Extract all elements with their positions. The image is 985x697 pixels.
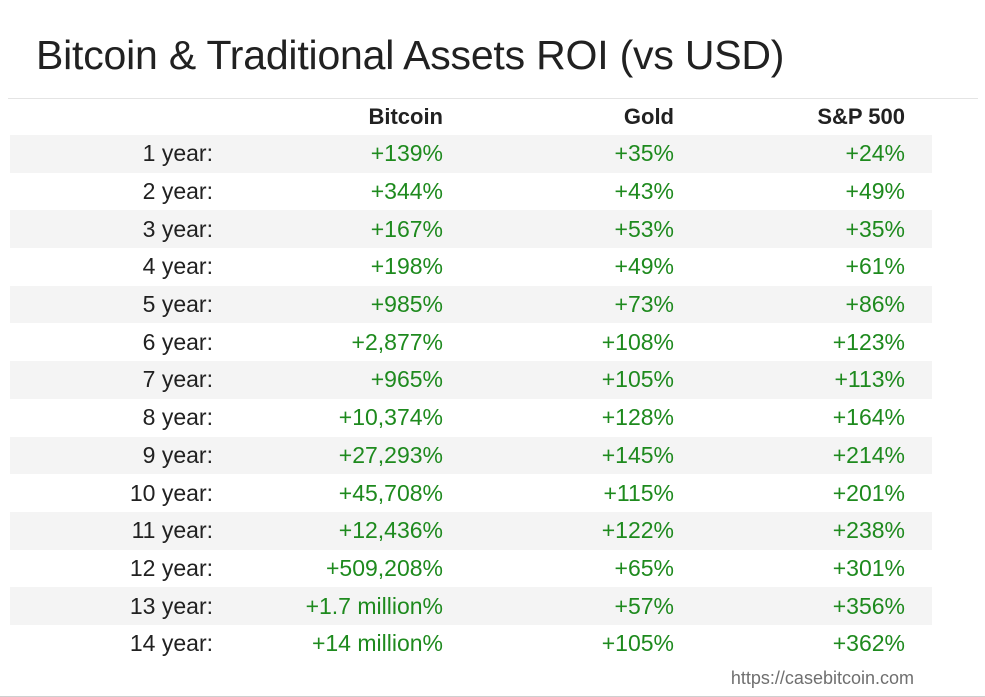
bitcoin-roi-value: +27,293% — [338, 441, 443, 468]
row-label: 8 year: — [142, 404, 213, 431]
bitcoin-roi-value: +14 million% — [311, 630, 443, 657]
bitcoin-roi-value: +965% — [370, 366, 443, 393]
bitcoin-roi-value: +45,708% — [338, 479, 443, 506]
bitcoin-roi-value: +2,877% — [351, 328, 443, 355]
row-label: 4 year: — [142, 253, 213, 280]
bitcoin-roi-value: +12,436% — [338, 517, 443, 544]
table-row: 8 year: +10,374% +128% +164% — [10, 399, 932, 437]
bitcoin-roi-value: +10,374% — [338, 404, 443, 431]
sp500-roi-value: +214% — [832, 441, 905, 468]
sp500-roi-value: +49% — [845, 178, 905, 205]
sp500-roi-value: +61% — [845, 253, 905, 280]
bitcoin-roi-value: +139% — [370, 140, 443, 167]
table-row: 14 year: +14 million% +105% +362% — [10, 625, 932, 663]
row-label: 5 year: — [142, 291, 213, 318]
sp500-roi-value: +356% — [832, 592, 905, 619]
table-row: 5 year: +985% +73% +86% — [10, 285, 932, 324]
table-row: 12 year: +509,208% +65% +301% — [10, 550, 932, 588]
table-row: 1 year: +139% +35% +24% — [10, 135, 932, 173]
roi-table: Bitcoin Gold S&P 500 1 year: +139% +35% +24… — [10, 98, 932, 663]
row-label: 13 year: — [129, 592, 213, 619]
table-row: 10 year: +45,708% +115% +201% — [10, 474, 932, 512]
row-label: 6 year: — [142, 328, 213, 355]
header-label-column — [10, 98, 213, 135]
sp500-roi-value: +123% — [832, 328, 905, 355]
row-label: 7 year: — [142, 366, 213, 393]
gold-roi-value: +49% — [614, 253, 674, 280]
row-label: 9 year: — [142, 441, 213, 468]
sp500-roi-value: +164% — [832, 404, 905, 431]
row-label: 14 year: — [129, 630, 213, 657]
sp500-roi-value: +35% — [845, 215, 905, 242]
bitcoin-roi-value: +509,208% — [325, 554, 443, 581]
gold-roi-value: +65% — [614, 554, 674, 581]
bitcoin-roi-value: +985% — [370, 291, 443, 318]
chart-title: Bitcoin & Traditional Assets ROI (vs USD… — [36, 32, 785, 78]
header-sp500: S&P 500 — [817, 103, 905, 129]
gold-roi-value: +145% — [601, 441, 674, 468]
table-row: 11 year: +12,436% +122% +238% — [10, 511, 932, 550]
sp500-roi-value: +24% — [845, 140, 905, 167]
header-bitcoin: Bitcoin — [368, 103, 443, 129]
row-label: 10 year: — [129, 479, 213, 506]
row-label: 11 year: — [131, 517, 213, 544]
table-row: 9 year: +27,293% +145% +214% — [10, 436, 932, 475]
gold-roi-value: +128% — [601, 404, 674, 431]
table-row: 13 year: +1.7 million% +57% +356% — [10, 587, 932, 625]
gold-roi-value: +105% — [601, 366, 674, 393]
sp500-roi-value: +301% — [832, 554, 905, 581]
bitcoin-roi-value: +198% — [370, 253, 443, 280]
header-gold: Gold — [623, 103, 674, 129]
bitcoin-roi-value: +167% — [370, 215, 443, 242]
gold-roi-value: +108% — [601, 328, 674, 355]
sp500-roi-value: +86% — [845, 291, 905, 318]
table-row: 4 year: +198% +49% +61% — [10, 248, 932, 286]
gold-roi-value: +115% — [603, 479, 674, 506]
table-row: 2 year: +344% +43% +49% — [10, 173, 932, 211]
bitcoin-roi-value: +344% — [370, 178, 443, 205]
row-label: 1 year: — [142, 140, 213, 167]
table-row: 3 year: +167% +53% +35% — [10, 210, 932, 249]
sp500-roi-value: +238% — [832, 517, 905, 544]
row-label: 12 year: — [129, 554, 213, 581]
sp500-roi-value: +362% — [832, 630, 905, 657]
table-row: 7 year: +965% +105% +113% — [10, 361, 932, 399]
bitcoin-roi-value: +1.7 million% — [305, 592, 443, 619]
sp500-roi-value: +201% — [832, 479, 905, 506]
source-link[interactable]: https://casebitcoin.com — [730, 668, 914, 688]
table-row: 6 year: +2,877% +108% +123% — [10, 323, 932, 361]
title-divider — [8, 98, 978, 99]
gold-roi-value: +43% — [614, 178, 674, 205]
gold-roi-value: +35% — [614, 140, 674, 167]
sp500-roi-value: +113% — [834, 366, 905, 393]
gold-roi-value: +105% — [601, 630, 674, 657]
gold-roi-value: +57% — [614, 592, 674, 619]
row-label: 2 year: — [142, 178, 213, 205]
gold-roi-value: +53% — [614, 215, 674, 242]
gold-roi-value: +122% — [601, 517, 674, 544]
table-header-row: Bitcoin Gold S&P 500 — [10, 98, 932, 135]
gold-roi-value: +73% — [614, 291, 674, 318]
row-label: 3 year: — [142, 215, 213, 242]
